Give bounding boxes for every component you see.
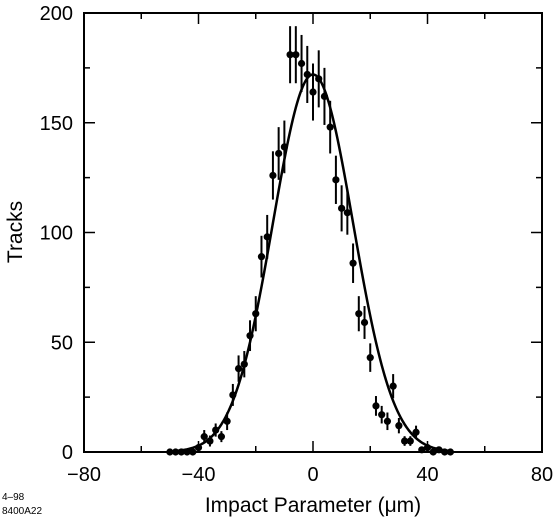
data-point (366, 354, 374, 362)
data-point (338, 204, 346, 212)
y-tick-label: 150 (40, 113, 73, 135)
data-point (309, 88, 317, 96)
tick-labels: −80 −40 0 40 80 0 50 100 150 200 (40, 3, 554, 486)
footnote-id: 8400A22 (2, 506, 43, 517)
data-point (320, 92, 329, 101)
data-point (355, 310, 363, 318)
data-point (429, 448, 437, 456)
data-point (234, 364, 243, 373)
data-point (229, 391, 237, 399)
data-point (246, 332, 254, 340)
data-point (349, 259, 357, 267)
data-point (395, 422, 403, 430)
data-point (286, 51, 294, 59)
data-point (446, 448, 454, 456)
data-point (378, 411, 386, 419)
data-point (360, 318, 369, 327)
x-tick-label: 40 (416, 464, 438, 486)
data-point (252, 310, 260, 318)
data-point (280, 143, 288, 151)
y-axis-label: Tracks (4, 201, 27, 263)
data-point (401, 437, 409, 445)
data-point (389, 382, 397, 390)
data-point (212, 426, 220, 434)
data-point (223, 417, 231, 425)
y-tick-label: 200 (40, 3, 73, 25)
data-point (383, 417, 392, 425)
data-point (326, 123, 334, 131)
data-point (423, 444, 432, 452)
data-point (263, 233, 271, 241)
footnote-date: 4–98 (2, 492, 25, 503)
data-point (297, 59, 306, 68)
data-point (189, 448, 197, 456)
y-tick-label: 0 (62, 442, 73, 464)
data-point (418, 446, 426, 454)
x-tick-label: 0 (307, 464, 318, 486)
x-tick-label: 80 (531, 464, 553, 486)
data-point (303, 70, 311, 79)
data-point (292, 51, 300, 59)
data-point (441, 448, 449, 456)
data-point (343, 209, 351, 217)
fit-curve (175, 73, 451, 453)
data-points (166, 26, 454, 456)
x-tick-label: −40 (182, 464, 216, 486)
data-point (217, 433, 225, 441)
y-tick-label: 50 (51, 332, 73, 354)
data-point (372, 402, 380, 410)
data-point (315, 75, 323, 83)
data-point (166, 448, 174, 456)
x-axis-label: Impact Parameter (μm) (205, 494, 421, 517)
data-point (206, 437, 214, 445)
data-point (200, 433, 208, 441)
data-point (269, 171, 277, 180)
data-point (435, 446, 443, 454)
data-point (183, 448, 191, 456)
data-point (332, 176, 340, 184)
x-tick-label: −80 (67, 464, 101, 486)
data-point (406, 437, 414, 445)
data-point (194, 444, 203, 452)
data-point (172, 448, 180, 456)
data-point (240, 360, 248, 368)
data-point (275, 149, 283, 158)
data-point (412, 428, 420, 436)
data-point (257, 253, 266, 261)
data-point (177, 448, 185, 456)
y-tick-label: 100 (40, 223, 73, 245)
